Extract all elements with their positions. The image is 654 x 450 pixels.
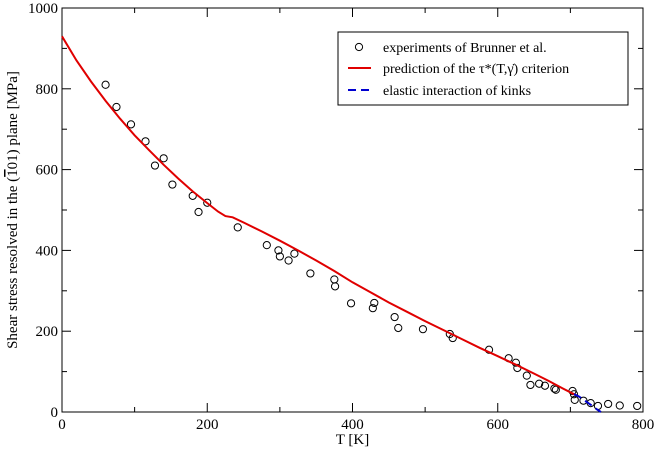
legend-items: experiments of Brunner et al. prediction … [348, 41, 569, 99]
experiment-data-point [593, 401, 603, 411]
experiment-data-point [126, 120, 136, 129]
experiment-data-point [390, 312, 399, 322]
experiment-data-point [522, 371, 531, 380]
experiment-data-point [262, 241, 271, 250]
experiment-data-point [330, 275, 339, 284]
x-tick-label: 400 [341, 417, 364, 433]
x-tick-label: 0 [58, 417, 66, 433]
experiment-data-point [394, 323, 403, 333]
experiment-data-point [368, 304, 377, 313]
legend-entry-label: experiments of Brunner et al. [383, 41, 547, 56]
legend: experiments of Brunner et al. prediction … [337, 31, 629, 106]
y-tick-label: 600 [36, 163, 59, 179]
criterion-prediction-line [61, 35, 580, 398]
experiment-data-point [604, 399, 613, 409]
legend-entry-label: elastic interaction of kinks [383, 84, 531, 99]
experiment-data-point [168, 180, 177, 189]
y-tick-label: 400 [36, 243, 59, 259]
kink-interaction-line [573, 393, 602, 413]
experiment-data-point [569, 390, 579, 399]
experiment-data-point [112, 102, 121, 112]
experiment-data-point [275, 252, 284, 261]
y-axis-label-after: 01) plane [MPa] [5, 71, 21, 169]
y-axis-label: Shear stress resolved in the (101) plane… [5, 71, 21, 349]
experiment-data-point [284, 256, 293, 265]
y-tick-label: 200 [36, 324, 59, 340]
experiment-data-point [306, 269, 315, 278]
y-tick-label: 0 [51, 405, 59, 421]
plot-series [61, 35, 642, 413]
experiment-data-point [141, 137, 150, 146]
legend-marker-swatch [354, 42, 364, 52]
legend-entry-label: prediction of the τ*(T,γ̇) criterion [383, 62, 569, 77]
axis-ticks: 0 200 400 600 800 0 200 400 600 800 1000 [28, 1, 654, 433]
y-tick-label: 1000 [28, 1, 58, 17]
legend-box [337, 31, 629, 106]
experiment-data-point [551, 385, 560, 394]
y-tick-label: 800 [36, 82, 59, 98]
experiment-data-point [633, 401, 642, 411]
experiment-data-point [540, 381, 550, 390]
experiment-data-point [290, 249, 299, 258]
x-tick-label: 600 [487, 417, 510, 433]
experiment-data-point [194, 207, 203, 217]
x-axis-label: T [K] [336, 432, 369, 448]
experiment-data-point [418, 325, 428, 334]
y-axis-label-overbar: 1 [5, 169, 21, 177]
x-tick-label: 800 [632, 417, 654, 433]
experiment-data-point [203, 198, 212, 207]
experiment-data-point [570, 395, 579, 404]
experiment-data-point [535, 379, 544, 388]
y-axis-label-before: Shear stress resolved in the ( [5, 177, 21, 349]
experiment-data-point [274, 246, 283, 255]
experiment-data-point [330, 282, 340, 291]
experiment-data-point [526, 380, 535, 390]
experiment-data-point [346, 299, 356, 308]
x-tick-label: 200 [196, 417, 219, 433]
experiment-data-point [233, 223, 242, 232]
experiment-data-point [159, 154, 168, 163]
experiment-data-point [101, 80, 110, 89]
experiment-data-point [615, 401, 624, 410]
experiment-data-point [150, 161, 160, 170]
experiment-data-point [579, 396, 588, 405]
experiment-data-point [370, 298, 379, 308]
